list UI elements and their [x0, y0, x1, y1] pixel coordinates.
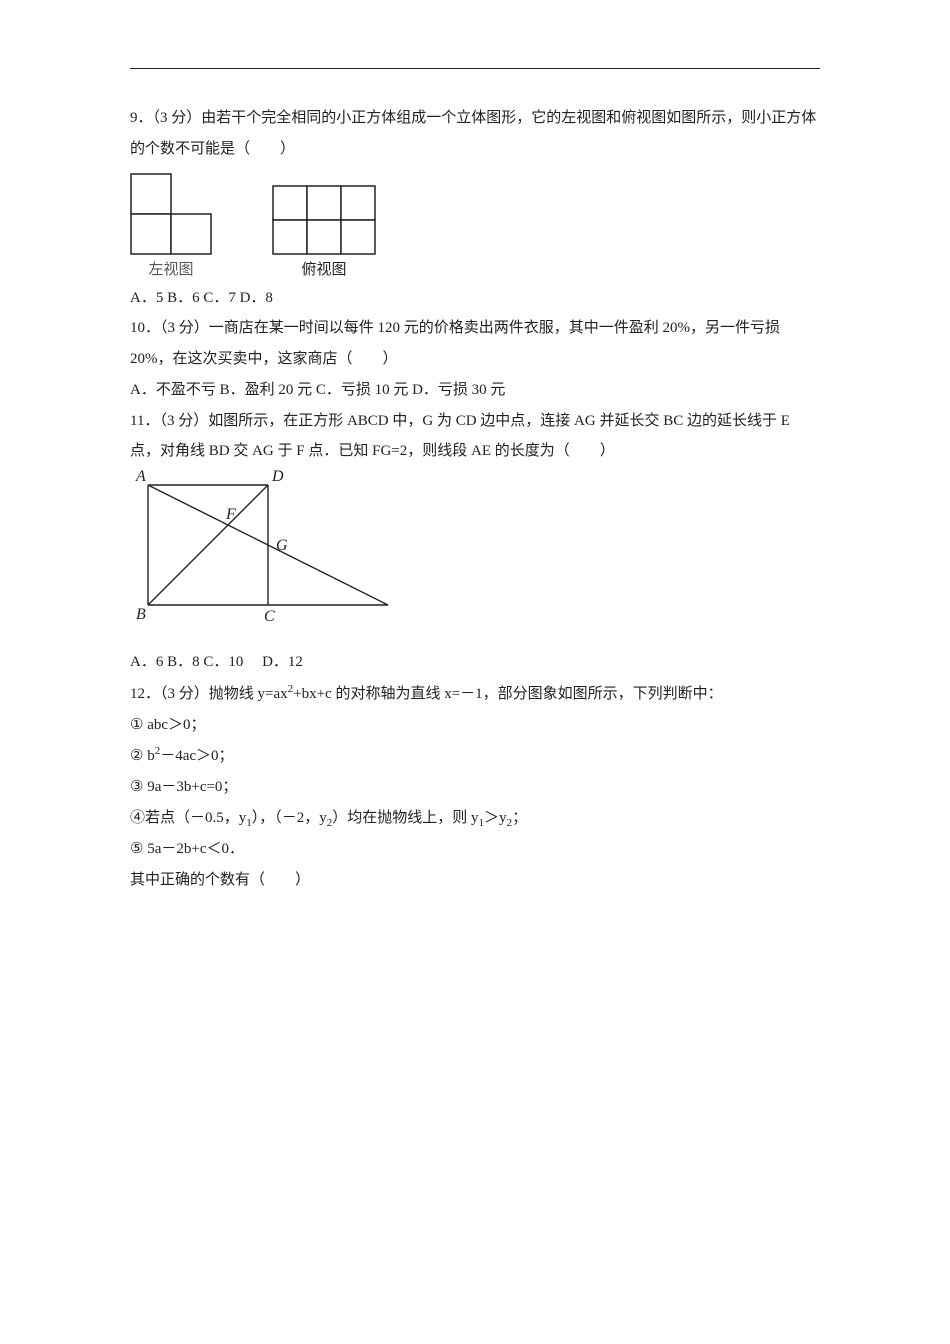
q10-options: A．不盈不亏 B．盈利 20 元 C．亏损 10 元 D．亏损 30 元: [130, 375, 820, 406]
q12-head: 12．（3 分）抛物线 y=ax2+bx+c 的对称轴为直线 x=－1，部分图象…: [130, 678, 820, 710]
q12-s4c: ）均在抛物线上，则 y: [332, 810, 478, 826]
q9-top-view: [272, 185, 376, 255]
q12-s5: ⑤ 5a－2b+c＜0．: [130, 834, 820, 865]
q12-head-b: +bx+c 的对称轴为直线 x=－1，部分图象如图所示，下列判断中：: [293, 686, 723, 702]
q10-text: 10．（3 分）一商店在某一时间以每件 120 元的价格卖出两件衣服，其中一件盈…: [130, 313, 820, 375]
q12-s2a: ② b: [130, 748, 155, 764]
svg-text:B: B: [136, 606, 146, 623]
q9-options: A．5 B．6 C．7 D．8: [130, 283, 820, 314]
svg-text:C: C: [264, 608, 275, 625]
exam-page: 9．（3 分）由若干个完全相同的小正方体组成一个立体图形，它的左视图和俯视图如图…: [0, 0, 950, 936]
q12-s2: ② b2－4ac＞0；: [130, 740, 820, 772]
svg-text:A: A: [135, 468, 146, 485]
q12-s4e: ；: [512, 810, 527, 826]
q12-s3: ③ 9a－3b+c=0；: [130, 772, 820, 803]
q12-s4b: ），（－2，y: [252, 810, 327, 826]
q9-figures: 左视图 俯视图: [130, 173, 820, 279]
q11-options: A．6 B．8 C．10 D．12: [130, 647, 820, 678]
q9-top-caption: 俯视图: [272, 261, 376, 279]
svg-text:D: D: [271, 468, 284, 485]
top-rule: [130, 68, 820, 69]
q12-s4: ④若点（－0.5，y1），（－2，y2）均在抛物线上，则 y1＞y2；: [130, 803, 820, 835]
q11-text: 11．（3 分）如图所示，在正方形 ABCD 中，G 为 CD 边中点，连接 A…: [130, 406, 820, 468]
q9-left-view: [130, 173, 212, 255]
q9-top-view-block: 俯视图: [272, 185, 376, 279]
q12-s4a: ④若点（－0.5，y: [130, 810, 246, 826]
q9-left-view-block: 左视图: [130, 173, 212, 279]
q12-s1: ① abc＞0；: [130, 710, 820, 741]
q9-left-caption: 左视图: [130, 261, 212, 279]
svg-text:G: G: [276, 537, 288, 554]
q12-s4d: ＞y: [484, 810, 507, 826]
svg-text:F: F: [225, 506, 236, 523]
q11-diagram: ADBCEGF: [130, 467, 390, 627]
q12-s2b: －4ac＞0；: [160, 748, 233, 764]
q9-text: 9．（3 分）由若干个完全相同的小正方体组成一个立体图形，它的左视图和俯视图如图…: [130, 103, 820, 165]
q12-head-a: 12．（3 分）抛物线 y=ax: [130, 686, 288, 702]
q12-tail: 其中正确的个数有（ ）: [130, 865, 820, 896]
